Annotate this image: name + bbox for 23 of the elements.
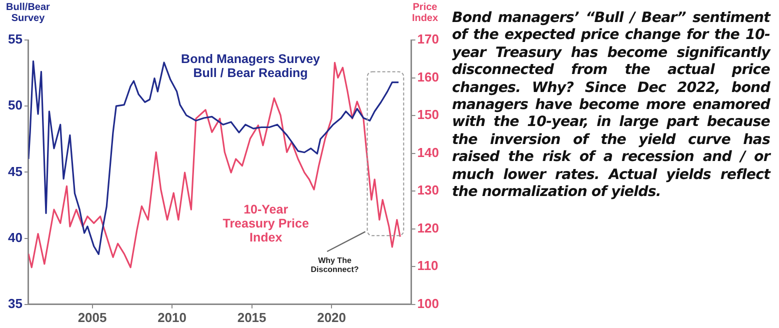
y2-tick-label: 160 (417, 69, 440, 84)
y2-tick-label: 130 (417, 182, 440, 198)
y2-tick-label: 170 (417, 32, 440, 47)
annotation: Why The Disconnect? (310, 256, 359, 274)
series-label: Bond Managers Survey Bull / Bear Reading (181, 52, 320, 80)
y2-tick-label: 120 (417, 220, 440, 236)
y2-tick-label: 140 (417, 144, 440, 160)
y2-tick-label: 150 (417, 107, 440, 122)
y-tick-label: 35 (8, 296, 22, 311)
x-tick-label: 2005 (78, 310, 107, 325)
x-tick-label: 2020 (317, 310, 346, 325)
series-label: 10-Year Treasury Price Index (222, 202, 309, 245)
y2-axis-title: Price Index (412, 2, 438, 24)
y2-tick-label: 110 (417, 258, 438, 274)
y-tick-label: 50 (8, 98, 22, 113)
y-tick-label: 55 (8, 32, 22, 47)
y-tick-label: 45 (8, 164, 22, 179)
y2-tick-label: 100 (417, 296, 440, 311)
x-tick-label: 2015 (237, 310, 266, 325)
y-tick-label: 40 (8, 230, 22, 245)
text: Bond managers’ “Bull / Bear” sentiment of the expected price change for the 10-year Treasury has become significantly disconnected from the actual price changes. Why? Since Dec 2022, bond managers have become more enamored with the 10-year, in large part because the inversion of the yield curve has raised the risk of a recession and / or much lower rates. Actual yields reflect the normalization of yields. (452, 10, 770, 200)
x-tick-label: 2010 (158, 310, 186, 325)
y-axis-title: Bull/Bear Survey (6, 2, 50, 24)
